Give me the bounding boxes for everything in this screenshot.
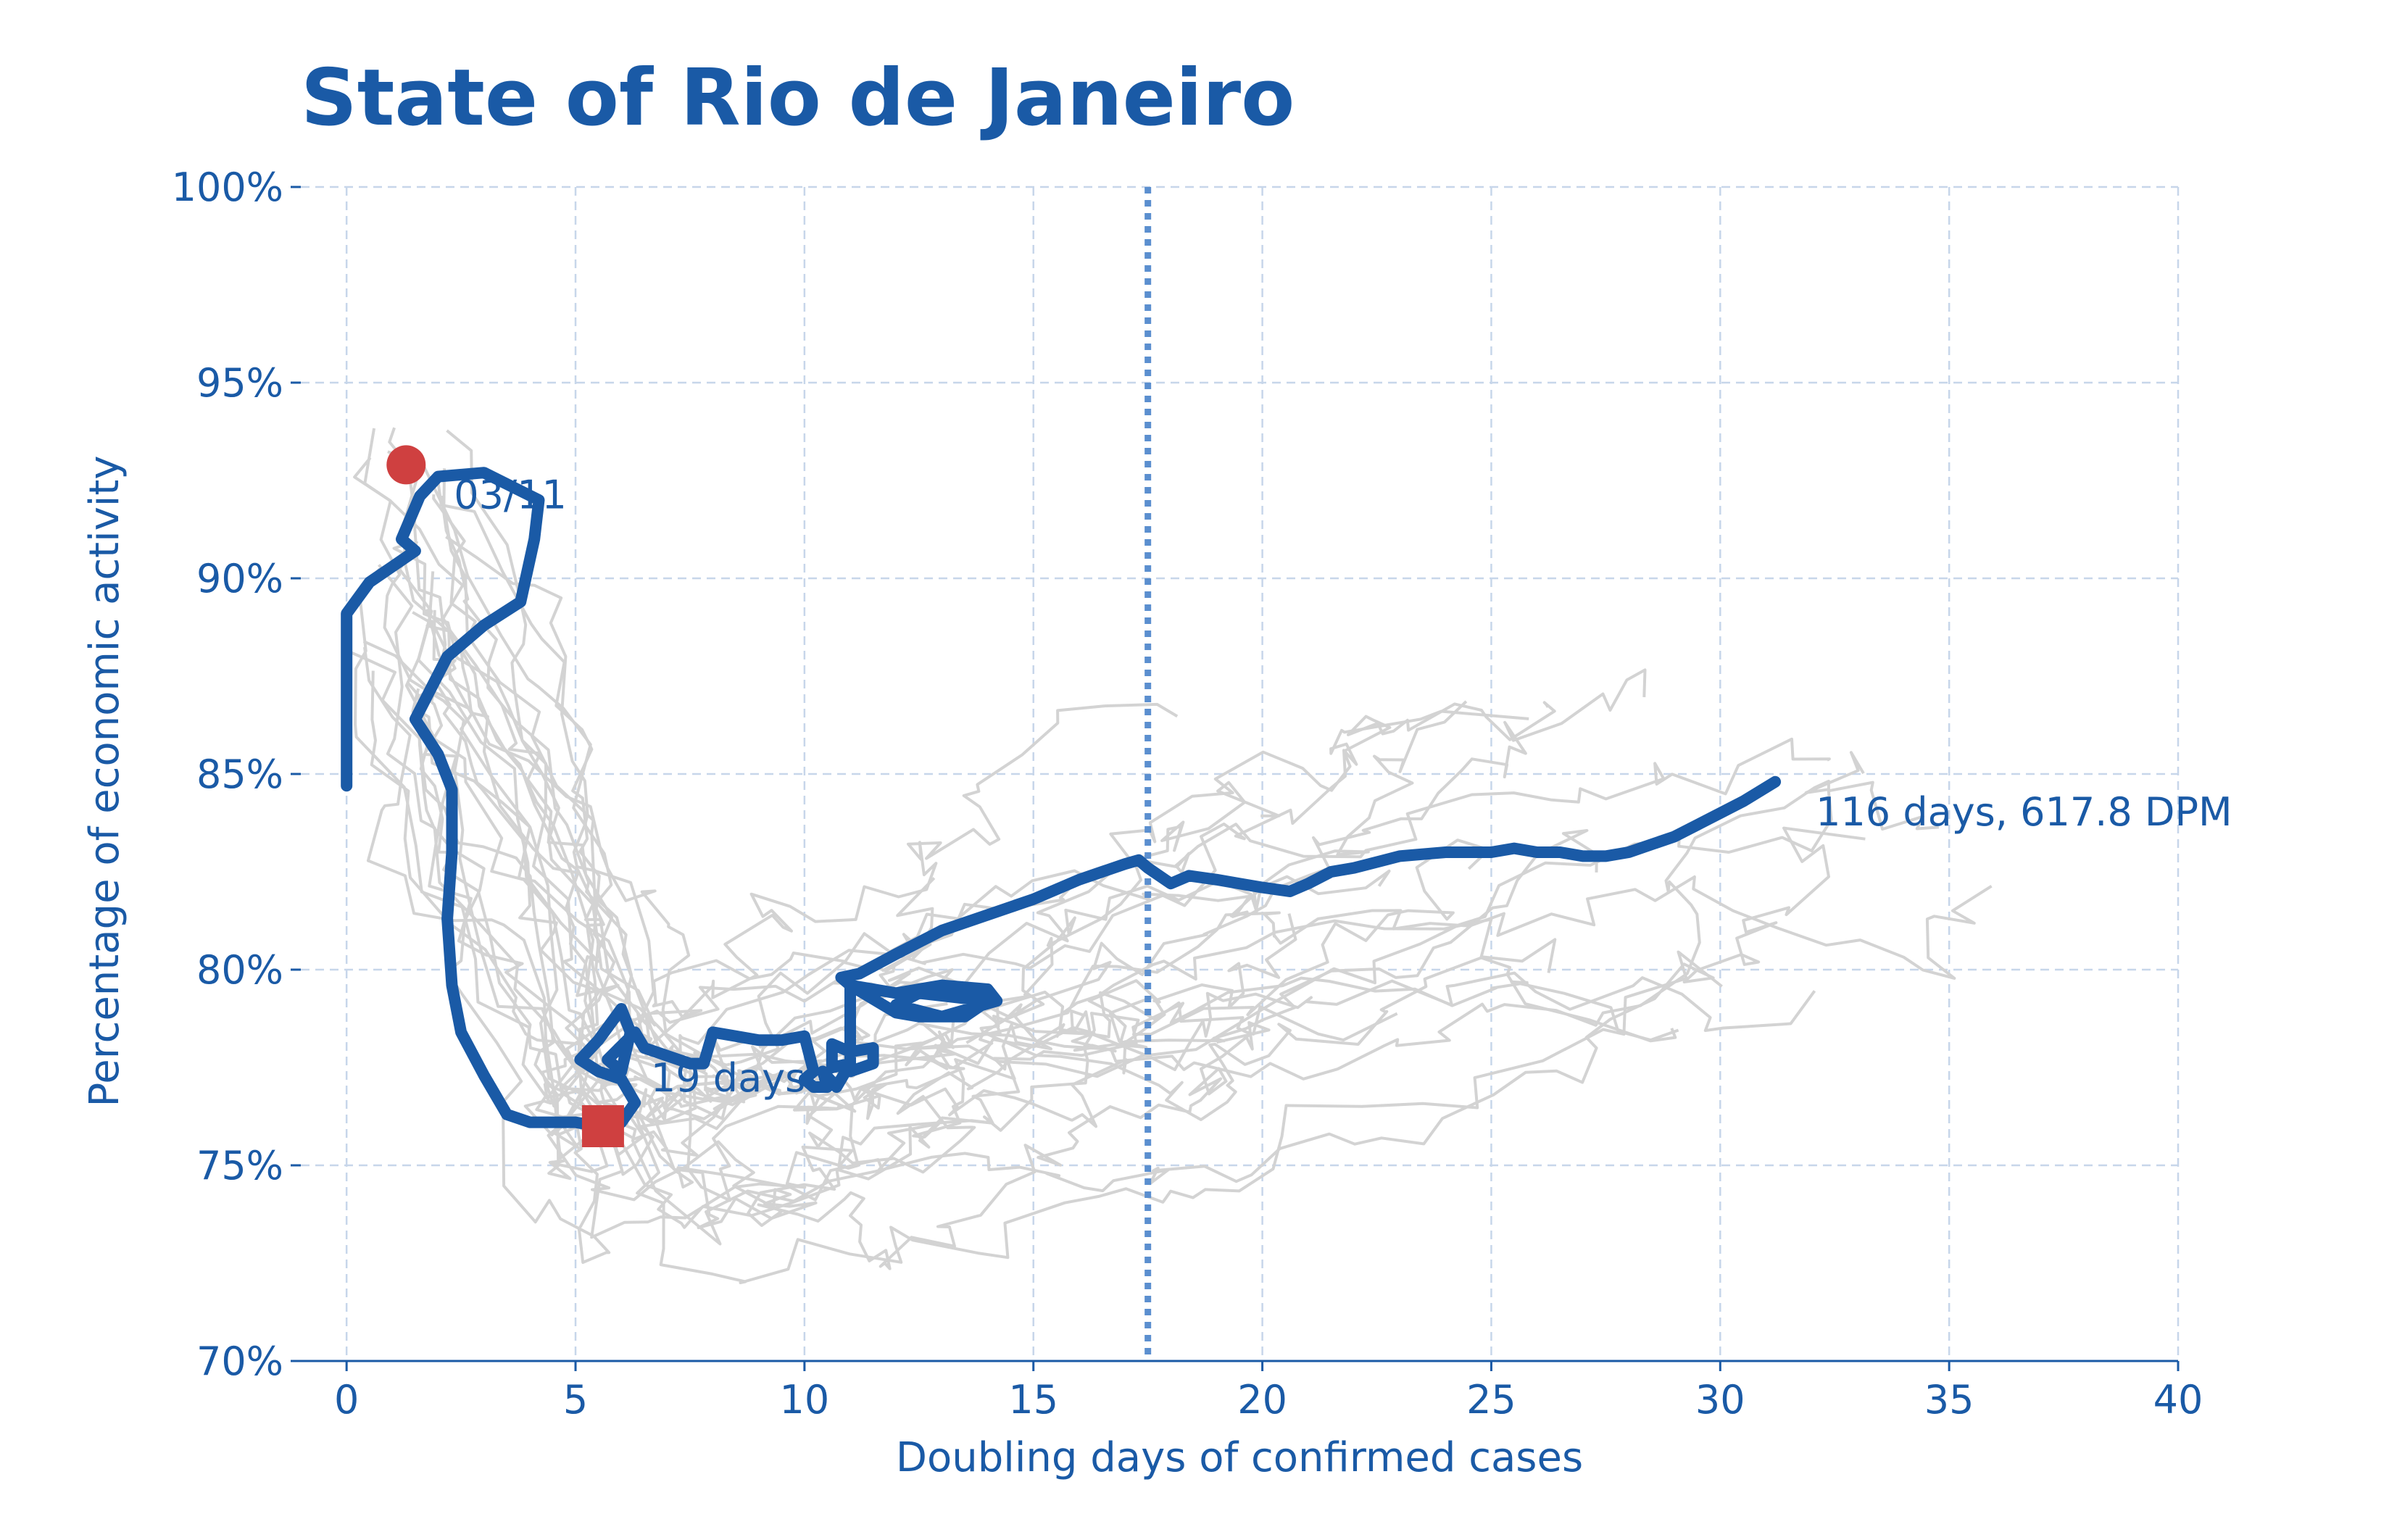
chart-title: State of Rio de Janeiro: [301, 53, 1295, 143]
y-tick-label: 70%: [196, 1339, 283, 1384]
background-series-line: [388, 427, 1816, 1176]
y-tick-label: 95%: [196, 360, 283, 406]
y-tick-label: 100%: [172, 165, 283, 210]
background-series-line: [445, 536, 1831, 1104]
y-tick-label: 80%: [196, 947, 283, 993]
background-series-line: [440, 495, 1993, 1103]
y-axis-label: Percentage of economic activity: [81, 456, 128, 1107]
x-tick-label: 0: [334, 1377, 359, 1423]
x-tick-label: 30: [1695, 1377, 1745, 1423]
x-tick-label: 35: [1924, 1377, 1974, 1423]
background-series-line: [423, 609, 1179, 1108]
x-tick-label: 40: [2153, 1377, 2203, 1423]
background-series-group: [345, 427, 1993, 1284]
axes: 0 5 10 15 20 25 30 35 40 70% 75% 80% 85% 90% 95% 100%: [172, 165, 2203, 1423]
x-tick-label: 20: [1237, 1377, 1287, 1423]
background-series-line: [354, 567, 1398, 1229]
min-marker: [581, 1105, 624, 1147]
x-tick-label: 5: [563, 1377, 588, 1423]
x-axis-label: Doubling days of confirmed cases: [896, 1434, 1583, 1481]
start-marker: [386, 445, 426, 485]
y-tick-label: 75%: [196, 1143, 283, 1189]
background-series-line: [411, 688, 1491, 1227]
x-tick-label: 25: [1466, 1377, 1516, 1423]
background-series-line: [407, 682, 1940, 1123]
min-point-label: 19 days: [651, 1055, 805, 1101]
y-tick-label: 85%: [196, 752, 283, 797]
end-label: 116 days, 617.8 DPM: [1816, 789, 2232, 835]
series-line-rio-de-janeiro: [341, 467, 1782, 1132]
background-series-line: [398, 541, 1039, 1174]
background-series-line: [363, 646, 1647, 1149]
x-tick-label: 15: [1008, 1377, 1058, 1423]
start-date-label: 03/11: [454, 472, 567, 517]
background-series-line: [363, 428, 1556, 1075]
x-tick-label: 10: [780, 1377, 830, 1423]
background-series-line: [417, 571, 1297, 1104]
y-tick-label: 90%: [196, 556, 283, 602]
